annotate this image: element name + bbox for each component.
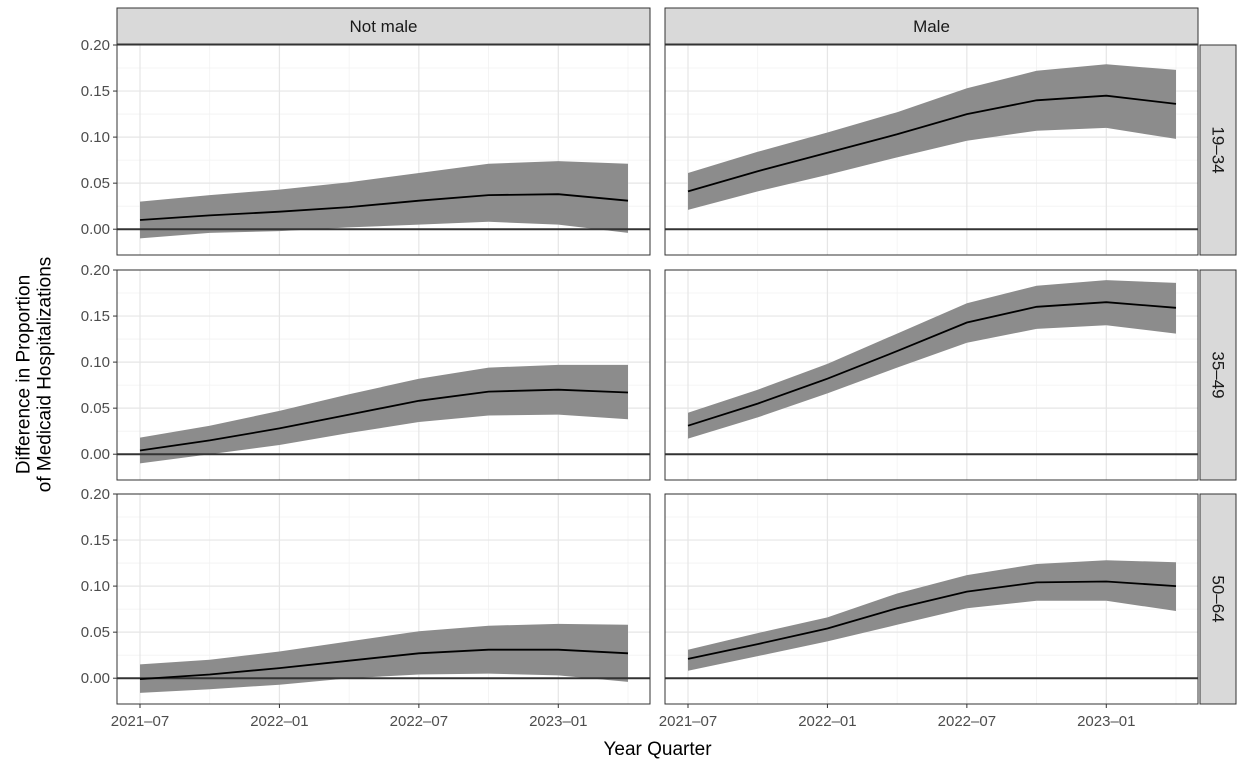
x-tick-label: 2022–01 [798, 713, 856, 730]
confidence-ribbon [688, 280, 1176, 439]
y-tick-label: 0.00 [81, 446, 110, 463]
confidence-ribbon [688, 64, 1176, 210]
confidence-ribbon [140, 364, 628, 464]
confidence-ribbon [140, 161, 628, 239]
y-axis-title-line: of Medicaid Hospitalizations [34, 257, 55, 493]
panel-border [664, 269, 1199, 481]
confidence-ribbon [140, 623, 628, 693]
y-tick-label: 0.00 [81, 670, 110, 687]
y-tick-label: 0.10 [81, 129, 110, 146]
facet-strip-column [116, 7, 651, 45]
x-tick-label: 2022–01 [250, 713, 308, 730]
y-tick-label: 0.05 [81, 400, 110, 417]
y-tick-label: 0.20 [81, 262, 110, 279]
estimate-line [139, 388, 629, 452]
x-tick-label: 2022–07 [390, 713, 448, 730]
x-tick-label: 2023–01 [1077, 713, 1135, 730]
y-tick-label: 0.15 [81, 532, 110, 549]
y-tick-label: 0.15 [81, 83, 110, 100]
x-tick-label: 2021–07 [111, 713, 169, 730]
panel-border [664, 493, 1199, 705]
facet-strip-row [1199, 44, 1237, 256]
facet-strip-row [1199, 269, 1237, 481]
estimate-line [687, 580, 1177, 660]
panel-border [116, 269, 651, 481]
estimate-line [139, 648, 629, 680]
x-tick-label: 2022–07 [938, 713, 996, 730]
y-tick-label: 0.20 [81, 486, 110, 503]
estimate-line [687, 301, 1177, 427]
y-tick-label: 0.00 [81, 221, 110, 238]
facet-label-row: 35–49 [1209, 351, 1228, 398]
y-tick-label: 0.10 [81, 578, 110, 595]
y-tick-label: 0.10 [81, 354, 110, 371]
y-tick-label: 0.05 [81, 624, 110, 641]
facet-label-column: Male [913, 17, 950, 36]
y-tick-label: 0.05 [81, 175, 110, 192]
y-axis-title: Difference in Proportionof Medicaid Hosp… [14, 257, 56, 493]
y-tick-label: 0.15 [81, 308, 110, 325]
y-tick-label: 0.20 [81, 37, 110, 54]
x-tick-label: 2021–07 [659, 713, 717, 730]
facet-label-row: 50–64 [1209, 575, 1228, 622]
facet-strip-column [664, 7, 1199, 45]
panel-border [116, 493, 651, 705]
facet-strip-row [1199, 493, 1237, 705]
estimate-line [139, 193, 629, 221]
estimate-line [687, 94, 1177, 193]
facet-label-row: 19–34 [1209, 126, 1228, 173]
y-axis-title-line: Difference in Proportion [14, 275, 35, 474]
facet-label-column: Not male [349, 17, 417, 36]
confidence-ribbon [688, 560, 1176, 671]
x-tick-label: 2023–01 [529, 713, 587, 730]
panel-border [664, 44, 1199, 256]
panel-border [116, 44, 651, 256]
x-axis-title: Year Quarter [603, 739, 712, 760]
